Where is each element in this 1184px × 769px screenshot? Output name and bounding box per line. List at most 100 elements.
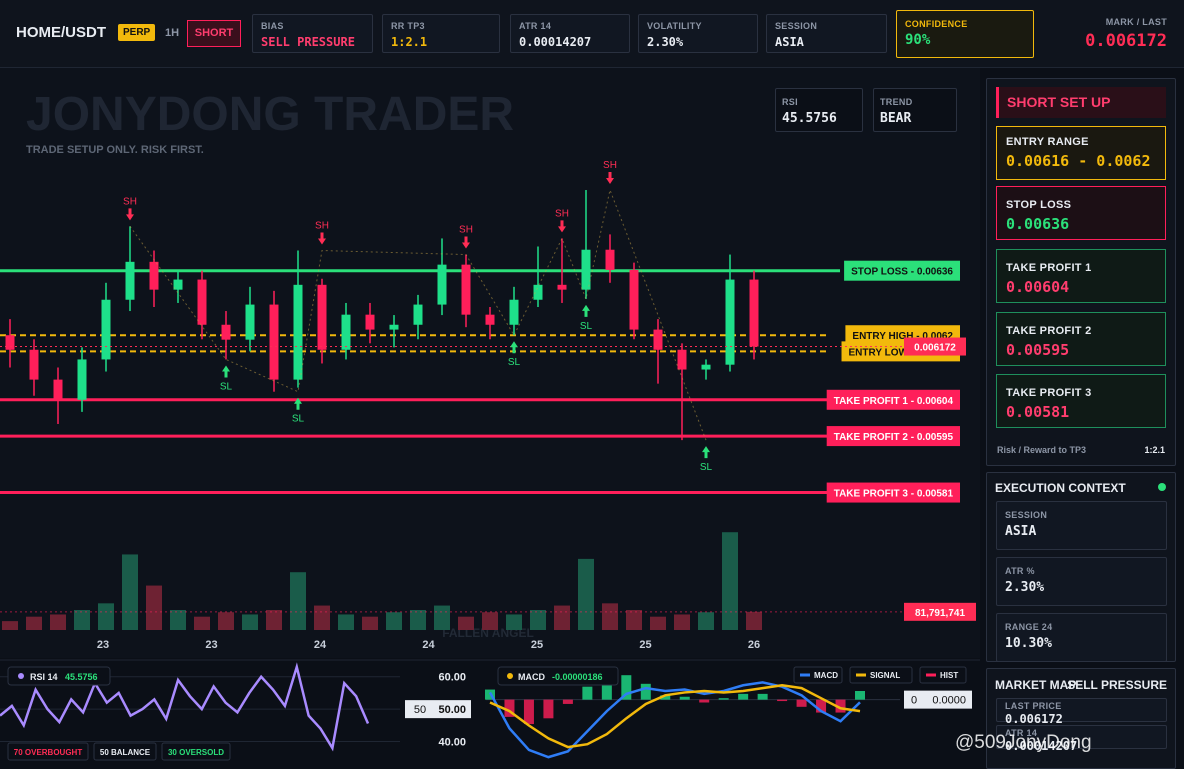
setup-title: SHORT SET UP (996, 87, 1166, 118)
macd-hist (543, 699, 554, 719)
rsi-legend-box (93, 742, 157, 761)
side-badge: SHORT (187, 20, 241, 47)
rsi-tick-label: 40.00 (438, 737, 466, 749)
confidence: CONFIDENCE 90% (896, 10, 1034, 58)
context-item-label: RANGE 24 (1005, 622, 1053, 632)
volume-bar (98, 603, 114, 630)
timeframe: 1H (165, 27, 180, 39)
context-item-value: 10.30% (1005, 636, 1052, 651)
stat: ATR 14 0.00014207 (510, 14, 630, 53)
market-map: MARKET MAP SELL PRESSURE LAST PRICE 0.006… (986, 668, 1176, 769)
chart-bg (0, 68, 980, 658)
volume-bar (74, 610, 90, 630)
macd-hist (699, 699, 710, 703)
macd-title-box (497, 666, 619, 686)
candle-body (629, 269, 639, 330)
stat-value: ASIA (775, 35, 804, 49)
volume-bar (506, 614, 522, 630)
rsi-legend-box (7, 742, 89, 761)
volume-bar (386, 612, 402, 630)
setup-card-value: 0.00581 (1006, 403, 1070, 421)
macd-hist (757, 693, 768, 700)
context-item-value: ASIA (1005, 524, 1037, 539)
rsi-legend: 30 OVERSOLD (168, 748, 224, 757)
macd-line (489, 683, 861, 749)
rsi-current: 45.5756 (65, 672, 98, 682)
setup-card-value: 0.00604 (1006, 278, 1070, 296)
volume-bar (314, 605, 330, 630)
market-item: ATR 14 0.00014207 (996, 725, 1167, 753)
candle-body (485, 314, 495, 325)
status-dot (1158, 483, 1166, 491)
candle-body (677, 349, 687, 370)
volume-bar (170, 610, 186, 630)
level-label: ENTRY HIGH - 0.0062 (852, 331, 953, 342)
confidence-label: CONFIDENCE (905, 19, 968, 29)
swing-arrow (222, 365, 230, 378)
candle-body (245, 304, 255, 340)
macd-hist (679, 696, 690, 700)
volume-bar (50, 614, 66, 630)
volume-bar (290, 572, 306, 630)
x-tick-label: 25 (531, 639, 543, 651)
rsi-legend-box (161, 742, 231, 761)
volume-bar (410, 610, 426, 630)
setup-card-label: TAKE PROFIT 3 (1006, 387, 1092, 399)
volume-bar (266, 610, 282, 630)
macd-legend: MACD (814, 671, 838, 680)
setup-card-value: 0.00595 (1006, 341, 1070, 359)
stat-label: ATR 14 (519, 21, 552, 31)
level-label: ENTRY LOW - 0.00616 (849, 347, 954, 358)
setup-card: TAKE PROFIT 1 0.00604 (996, 249, 1166, 303)
volume-bar (626, 610, 642, 630)
volume-bar (722, 532, 738, 630)
swing-label: SL (220, 381, 233, 392)
swing-label: SL (508, 357, 521, 368)
market-item-value: 0.00014207 (1005, 739, 1078, 753)
macd-hist (523, 699, 534, 725)
volume-bar (602, 603, 618, 630)
swing-label: SL (292, 414, 305, 425)
stat-value: SELL PRESSURE (261, 35, 355, 49)
mark-value: 0.006172 (1085, 31, 1167, 51)
macd-current: -0.00000186 (552, 672, 603, 682)
level-label: TAKE PROFIT 3 - 0.00581 (834, 489, 954, 500)
macd-hist (718, 698, 729, 700)
market-item-value: 0.006172 (1005, 712, 1063, 726)
candle-body (509, 299, 519, 325)
level-box (826, 482, 960, 503)
macd-hist (582, 686, 593, 700)
candle-body (701, 364, 711, 370)
mark-label: MARK / LAST (1105, 17, 1167, 27)
market-map-value: SELL PRESSURE (1067, 678, 1167, 692)
last-price-label: 0.006172 (914, 343, 956, 354)
stat-value: 1:2.1 (391, 35, 428, 49)
macd-legend-box (919, 666, 967, 684)
macd-legend: HIST (940, 671, 958, 680)
swing-label: SL (700, 462, 713, 473)
volume-bar (242, 614, 258, 630)
swing-arrow (606, 172, 614, 185)
swing-label: SH (459, 225, 473, 236)
rsi-level-tag: 50 (414, 704, 426, 716)
macd-hist (504, 699, 515, 717)
context-item: ATR % 2.30% (996, 557, 1167, 606)
context-item: SESSION ASIA (996, 501, 1167, 550)
candle-body (125, 261, 135, 300)
x-tick-label: 26 (748, 639, 760, 651)
x-tick-label: 23 (205, 639, 217, 651)
setup-card: ENTRY RANGE 0.00616 - 0.0062 (996, 126, 1166, 180)
volume-bar (650, 616, 666, 630)
market-map-title: MARKET MAP (995, 678, 1077, 692)
candle-body (653, 329, 663, 350)
setup-card: TAKE PROFIT 2 0.00595 (996, 312, 1166, 366)
last-price-box (904, 337, 966, 356)
volume-bar (434, 605, 450, 630)
macd-zero-box (904, 690, 972, 709)
volume-bar (578, 558, 594, 630)
badge-value: 45.5756 (782, 111, 837, 126)
volume-bar (674, 614, 690, 630)
stat-value: 2.30% (647, 35, 684, 49)
